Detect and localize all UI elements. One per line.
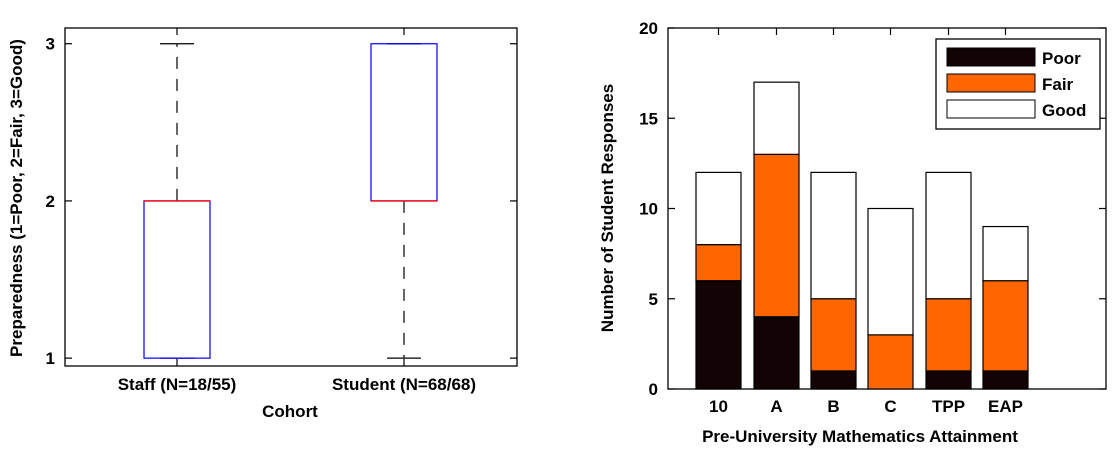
legend-label-good: Good [1042, 101, 1086, 120]
boxplot-chart: 1 2 3 Staff (N=18/55) Student (N=68/68) Coh… [7, 27, 518, 421]
boxplot-x-tick-label: Student (N=68/68) [332, 375, 476, 394]
bar-y-tick-label: 5 [649, 290, 658, 309]
bar-y-tick-label: 15 [639, 109, 658, 128]
bar-x-axis-label: Pre-University Mathematics Attainment [702, 427, 1018, 446]
bar-y-tick-label: 0 [649, 380, 658, 399]
bar-x-tick-label: B [827, 397, 839, 416]
boxplot-y-tick-label: 3 [46, 35, 55, 54]
bar-segment-fair-10 [695, 244, 742, 282]
bar-segment-good-tpp [925, 171, 972, 300]
box-student [370, 43, 438, 359]
bar-segment-poor-tpp [925, 370, 972, 390]
boxplot-boxes [143, 43, 438, 359]
bar-segment-good-eap [982, 225, 1029, 282]
bar-segment-good-c [867, 207, 914, 336]
boxplot-x-axis-label: Cohort [262, 402, 318, 421]
legend-label-fair: Fair [1042, 75, 1074, 94]
boxplot-y-axis-label: Preparedness (1=Poor, 2=Fair, 3=Good) [7, 39, 26, 357]
bar-segment-fair-eap [982, 280, 1029, 372]
bar-segment-fair-a [753, 153, 800, 318]
bar-y-tick-label: 20 [639, 19, 658, 38]
legend-swatch-poor [946, 47, 1036, 67]
bar-y-ticks: 0 5 10 15 20 [639, 19, 1106, 399]
bar-x-tick-label: TPP [932, 397, 965, 416]
bar-x-tick-label: C [884, 397, 896, 416]
bar-segment-fair-tpp [925, 298, 972, 372]
bar-segment-poor-a [753, 316, 800, 390]
bar-segment-fair-c [867, 334, 914, 390]
box-iqr [143, 200, 211, 359]
bar-chart: 0 5 10 15 20 10 A B C TPP EAP Pre-University Math… [598, 19, 1107, 446]
box-staff [143, 43, 211, 359]
bar-segment-good-10 [695, 171, 742, 246]
bar-segment-poor-eap [982, 370, 1029, 390]
bar-x-tick-label: A [770, 397, 782, 416]
boxplot-frame [64, 27, 518, 367]
boxplot-y-tick-label: 1 [46, 349, 55, 368]
bar-x-ticks: 10 A B C TPP EAP [709, 28, 1023, 416]
bar-segment-poor-b [810, 370, 857, 390]
legend-swatch-good [946, 99, 1036, 119]
boxplot-y-ticks: 1 2 3 [46, 35, 517, 368]
legend-swatch-fair [946, 73, 1036, 93]
bar-x-tick-label: 10 [709, 397, 728, 416]
bar-legend: Poor Fair Good [935, 38, 1101, 130]
bar-segment-poor-10 [695, 280, 742, 390]
bar-y-tick-label: 10 [639, 200, 658, 219]
box-iqr [370, 43, 438, 202]
legend-label-poor: Poor [1042, 49, 1081, 68]
boxplot-y-tick-label: 2 [46, 192, 55, 211]
bar-segment-fair-b [810, 298, 857, 372]
bar-y-axis-label: Number of Student Responses [598, 84, 617, 332]
bar-x-tick-label: EAP [988, 397, 1023, 416]
boxplot-x-ticks: Staff (N=18/55) Student (N=68/68) [118, 28, 476, 394]
boxplot-x-tick-label: Staff (N=18/55) [118, 375, 237, 394]
bar-series [695, 81, 1029, 390]
bar-segment-good-a [753, 81, 800, 155]
bar-segment-good-b [810, 171, 857, 300]
